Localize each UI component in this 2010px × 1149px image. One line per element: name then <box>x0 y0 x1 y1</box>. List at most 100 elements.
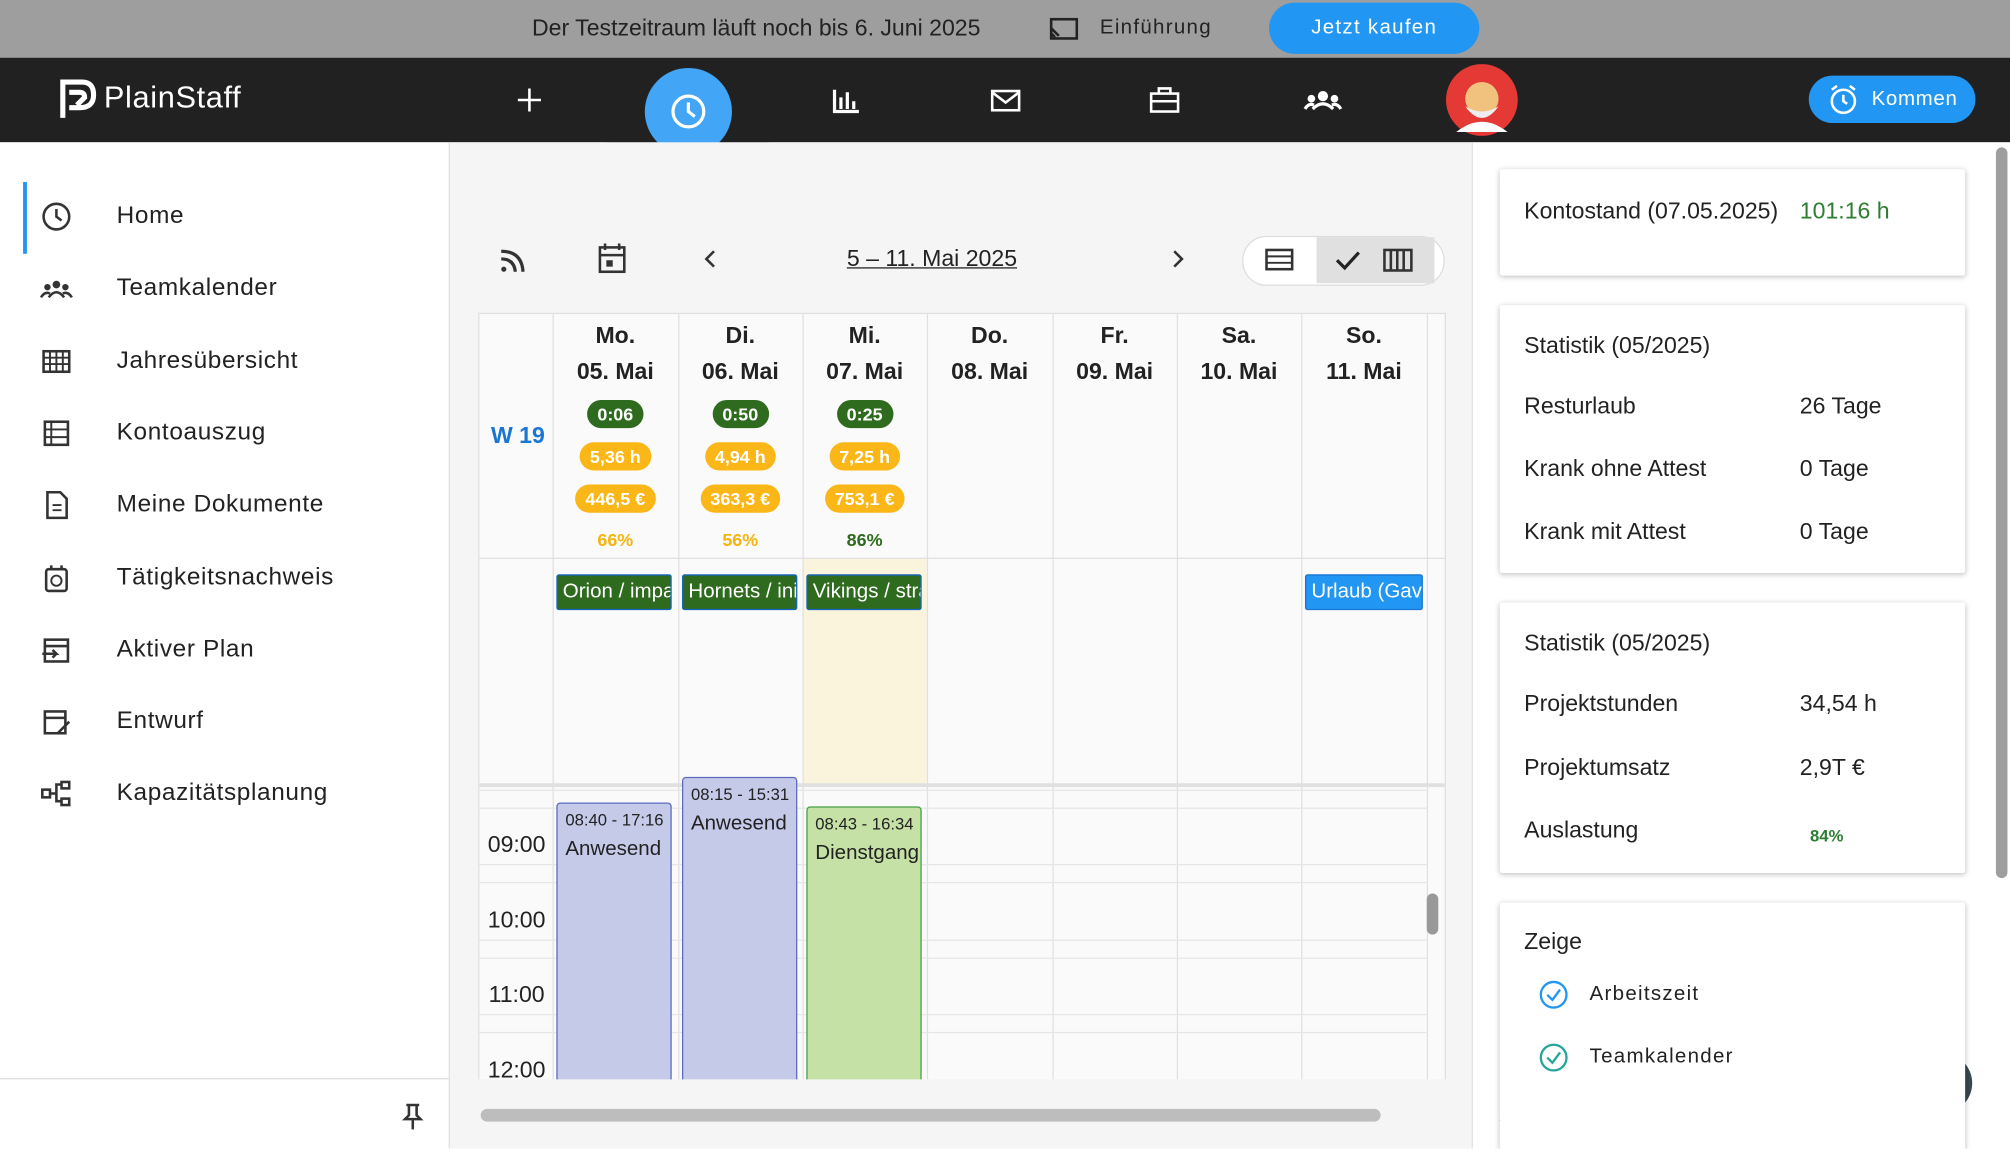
column-line <box>1176 314 1179 1080</box>
time-block[interactable]: 08:15 - 15:31 Anwesend <box>681 776 798 1080</box>
navbar <box>0 57 2010 143</box>
day-date: 06. Mai <box>701 358 779 384</box>
hour-line <box>479 864 1429 866</box>
buy-button[interactable]: Jetzt kaufen <box>1269 2 1480 54</box>
logo-text: PlainStaff <box>103 80 242 116</box>
sidebar-item[interactable]: Kontoauszug <box>116 419 266 446</box>
day-name: Fr. <box>1100 322 1129 349</box>
pin-icon[interactable] <box>401 1102 424 1130</box>
vertical-scroll-thumb[interactable] <box>1426 893 1439 935</box>
panel-scrollbar[interactable] <box>1995 147 2008 879</box>
sidebar-icon <box>44 564 68 592</box>
stats-label: Auslastung <box>1524 817 1639 843</box>
sidebar-icon <box>46 491 68 520</box>
block-time: 08:40 - 17:16 <box>565 810 664 830</box>
day-date: 10. Mai <box>1200 358 1278 384</box>
column-line <box>552 314 554 1080</box>
time-label: 09:00 <box>487 831 546 857</box>
day-percent: 66% <box>597 529 634 550</box>
panel-card <box>1499 902 1966 1149</box>
panel-card <box>1499 602 1966 873</box>
time-block[interactable]: 08:43 - 16:34 Dienstgang <box>806 806 922 1080</box>
hour-line <box>479 1013 1429 1016</box>
stats-label: Projektumsatz <box>1524 753 1671 780</box>
column-line <box>678 314 680 1080</box>
allday-event[interactable]: Vikings / stra <box>806 574 922 611</box>
hour-line <box>479 807 1429 809</box>
date-range[interactable]: 5 – 11. Mai 2025 <box>846 245 1018 272</box>
column-line <box>926 314 929 1080</box>
sidebar-item[interactable]: Tätigkeitsnachweis <box>116 563 334 591</box>
stats-label: Projektstunden <box>1524 690 1679 716</box>
calendar-grid: W 19 09:00 10:00 11:00 12:00 Mo. 05. Mai 0:06 5,… <box>478 312 1446 1080</box>
day-date: 11. Mai <box>1326 358 1402 384</box>
sidebar-icon <box>42 349 71 373</box>
intro-link[interactable]: Einführung <box>1099 16 1212 39</box>
kommen-label[interactable]: Kommen <box>1871 88 1958 111</box>
sidebar-item[interactable]: Entwurf <box>116 707 204 735</box>
time-block[interactable]: 08:40 - 17:16 Anwesend <box>556 802 672 1080</box>
sidebar-icon <box>43 710 71 735</box>
sidebar-item[interactable]: Home <box>116 202 185 230</box>
day-badge: 753,1 € <box>824 484 905 513</box>
sidebar-item[interactable]: Jahresübersicht <box>116 346 299 374</box>
allday-event[interactable]: Urlaub (Gavi <box>1304 574 1423 611</box>
panel-card <box>1499 169 1966 276</box>
day-percent: 56% <box>722 529 759 550</box>
day-name: Di. <box>725 322 756 349</box>
hour-line <box>479 1032 1429 1034</box>
day-badge: 7,25 h <box>828 442 901 471</box>
day-name: Mi. <box>848 322 881 349</box>
day-date: 07. Mai <box>826 358 904 384</box>
horizontal-scrollbar[interactable] <box>480 1108 1381 1122</box>
day-badge: 446,5 € <box>575 484 656 513</box>
day-name: Mo. <box>595 322 636 349</box>
allday-event[interactable]: Orion / impa <box>556 574 672 611</box>
sidebar-icon <box>39 281 73 299</box>
panel-card <box>1499 305 1966 574</box>
stats-label: Krank ohne Attest <box>1524 455 1707 482</box>
kontostand-label: Kontostand (07.05.2025) <box>1524 198 1779 224</box>
zeige-item[interactable]: Arbeitszeit <box>1589 983 1700 1006</box>
day-date: 05. Mai <box>576 358 654 384</box>
check-icon <box>1539 980 1568 1009</box>
week-label: W 19 <box>490 422 545 449</box>
sidebar-item[interactable]: Teamkalender <box>116 274 278 302</box>
allday-divider <box>479 783 1445 788</box>
sidebar-item[interactable]: Aktiver Plan <box>116 635 255 663</box>
header-divider <box>479 557 1445 559</box>
day-date: 09. Mai <box>1076 358 1154 384</box>
sidebar-item[interactable]: Kapazitätsplanung <box>116 779 328 807</box>
time-label: 10:00 <box>487 906 546 932</box>
day-name: So. <box>1345 322 1382 349</box>
hour-line <box>479 957 1429 959</box>
active-indicator <box>23 182 27 254</box>
time-label: 12:00 <box>487 1056 546 1080</box>
day-badge: 4,94 h <box>704 442 777 471</box>
day-date: 08. Mai <box>951 358 1029 384</box>
sidebar-icon <box>42 202 71 231</box>
column-line <box>1052 314 1054 1080</box>
sidebar <box>0 142 450 1149</box>
kommen-button[interactable] <box>1808 75 1976 124</box>
sidebar-item[interactable]: Meine Dokumente <box>116 491 324 519</box>
block-label: Anwesend <box>690 812 787 835</box>
allday-event[interactable]: Hornets / ini <box>681 574 798 611</box>
stats-value: 34,54 h <box>1799 690 1877 716</box>
stats-title: Statistik (05/2025) <box>1524 630 1711 656</box>
day-percent: 86% <box>846 529 883 550</box>
stats-title: Statistik (05/2025) <box>1524 332 1711 359</box>
stats-label: Krank mit Attest <box>1524 518 1686 545</box>
block-time: 08:43 - 16:34 <box>815 814 914 834</box>
column-line <box>802 314 804 1080</box>
stats-value: 26 Tage <box>1799 392 1882 419</box>
sidebar-divider <box>0 1078 449 1080</box>
sidebar-icon <box>43 420 70 446</box>
kommen-icon <box>1830 84 1857 115</box>
hour-line <box>479 789 1429 791</box>
hour-line <box>479 938 1429 941</box>
zeige-item[interactable]: Teamkalender <box>1589 1046 1734 1068</box>
day-name: Do. <box>971 322 1009 349</box>
